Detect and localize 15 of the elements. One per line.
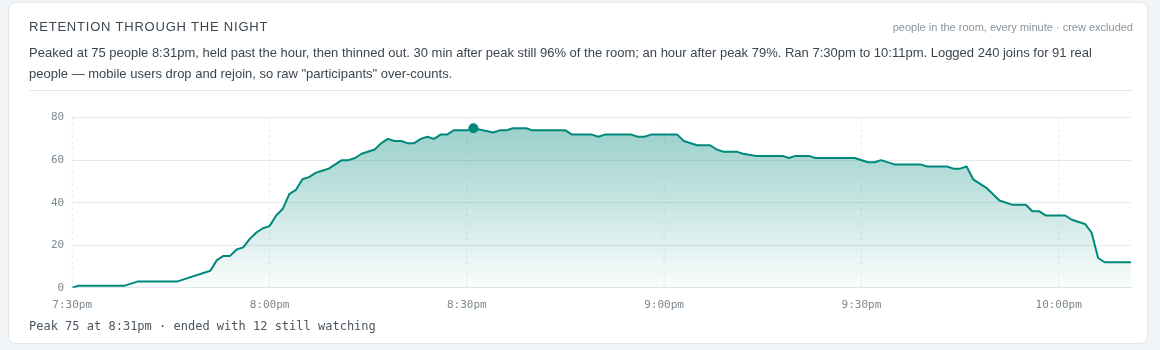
y-tick-label: 40 <box>51 195 65 209</box>
chart-title: RETENTION THROUGH THE NIGHT <box>29 19 269 34</box>
x-tick-label: 8:00pm <box>249 298 290 312</box>
text: Peak 75 at 8:31pm · ended with 12 still watching <box>29 319 376 333</box>
x-tick-label: 8:30pm <box>446 298 488 312</box>
y-tick-label: 80 <box>51 110 65 124</box>
chart-subtitle: Peaked at 75 people 8:31pm, held past the hour, then thinned out. 30 min after peak still 96% of the room; an hour after peak 79%. Ran 7:30pm to 10:11pm. Logged 240 joins for 91 real people — mobile users drop and rejoin, so raw "participants" over-counts. <box>29 44 1093 83</box>
x-tick-label: 10:00pm <box>1035 298 1083 312</box>
y-tick-label: 60 <box>51 153 65 167</box>
x-tick-label: 9:30pm <box>841 298 882 312</box>
x-tick-label: 7:30pm <box>52 298 93 312</box>
y-tick-label: 0 <box>57 280 65 294</box>
y-tick-label: 20 <box>51 238 65 252</box>
text: people in the room, every minute · crew excluded <box>892 21 1133 33</box>
x-tick-label: 9:00pm <box>644 298 685 312</box>
